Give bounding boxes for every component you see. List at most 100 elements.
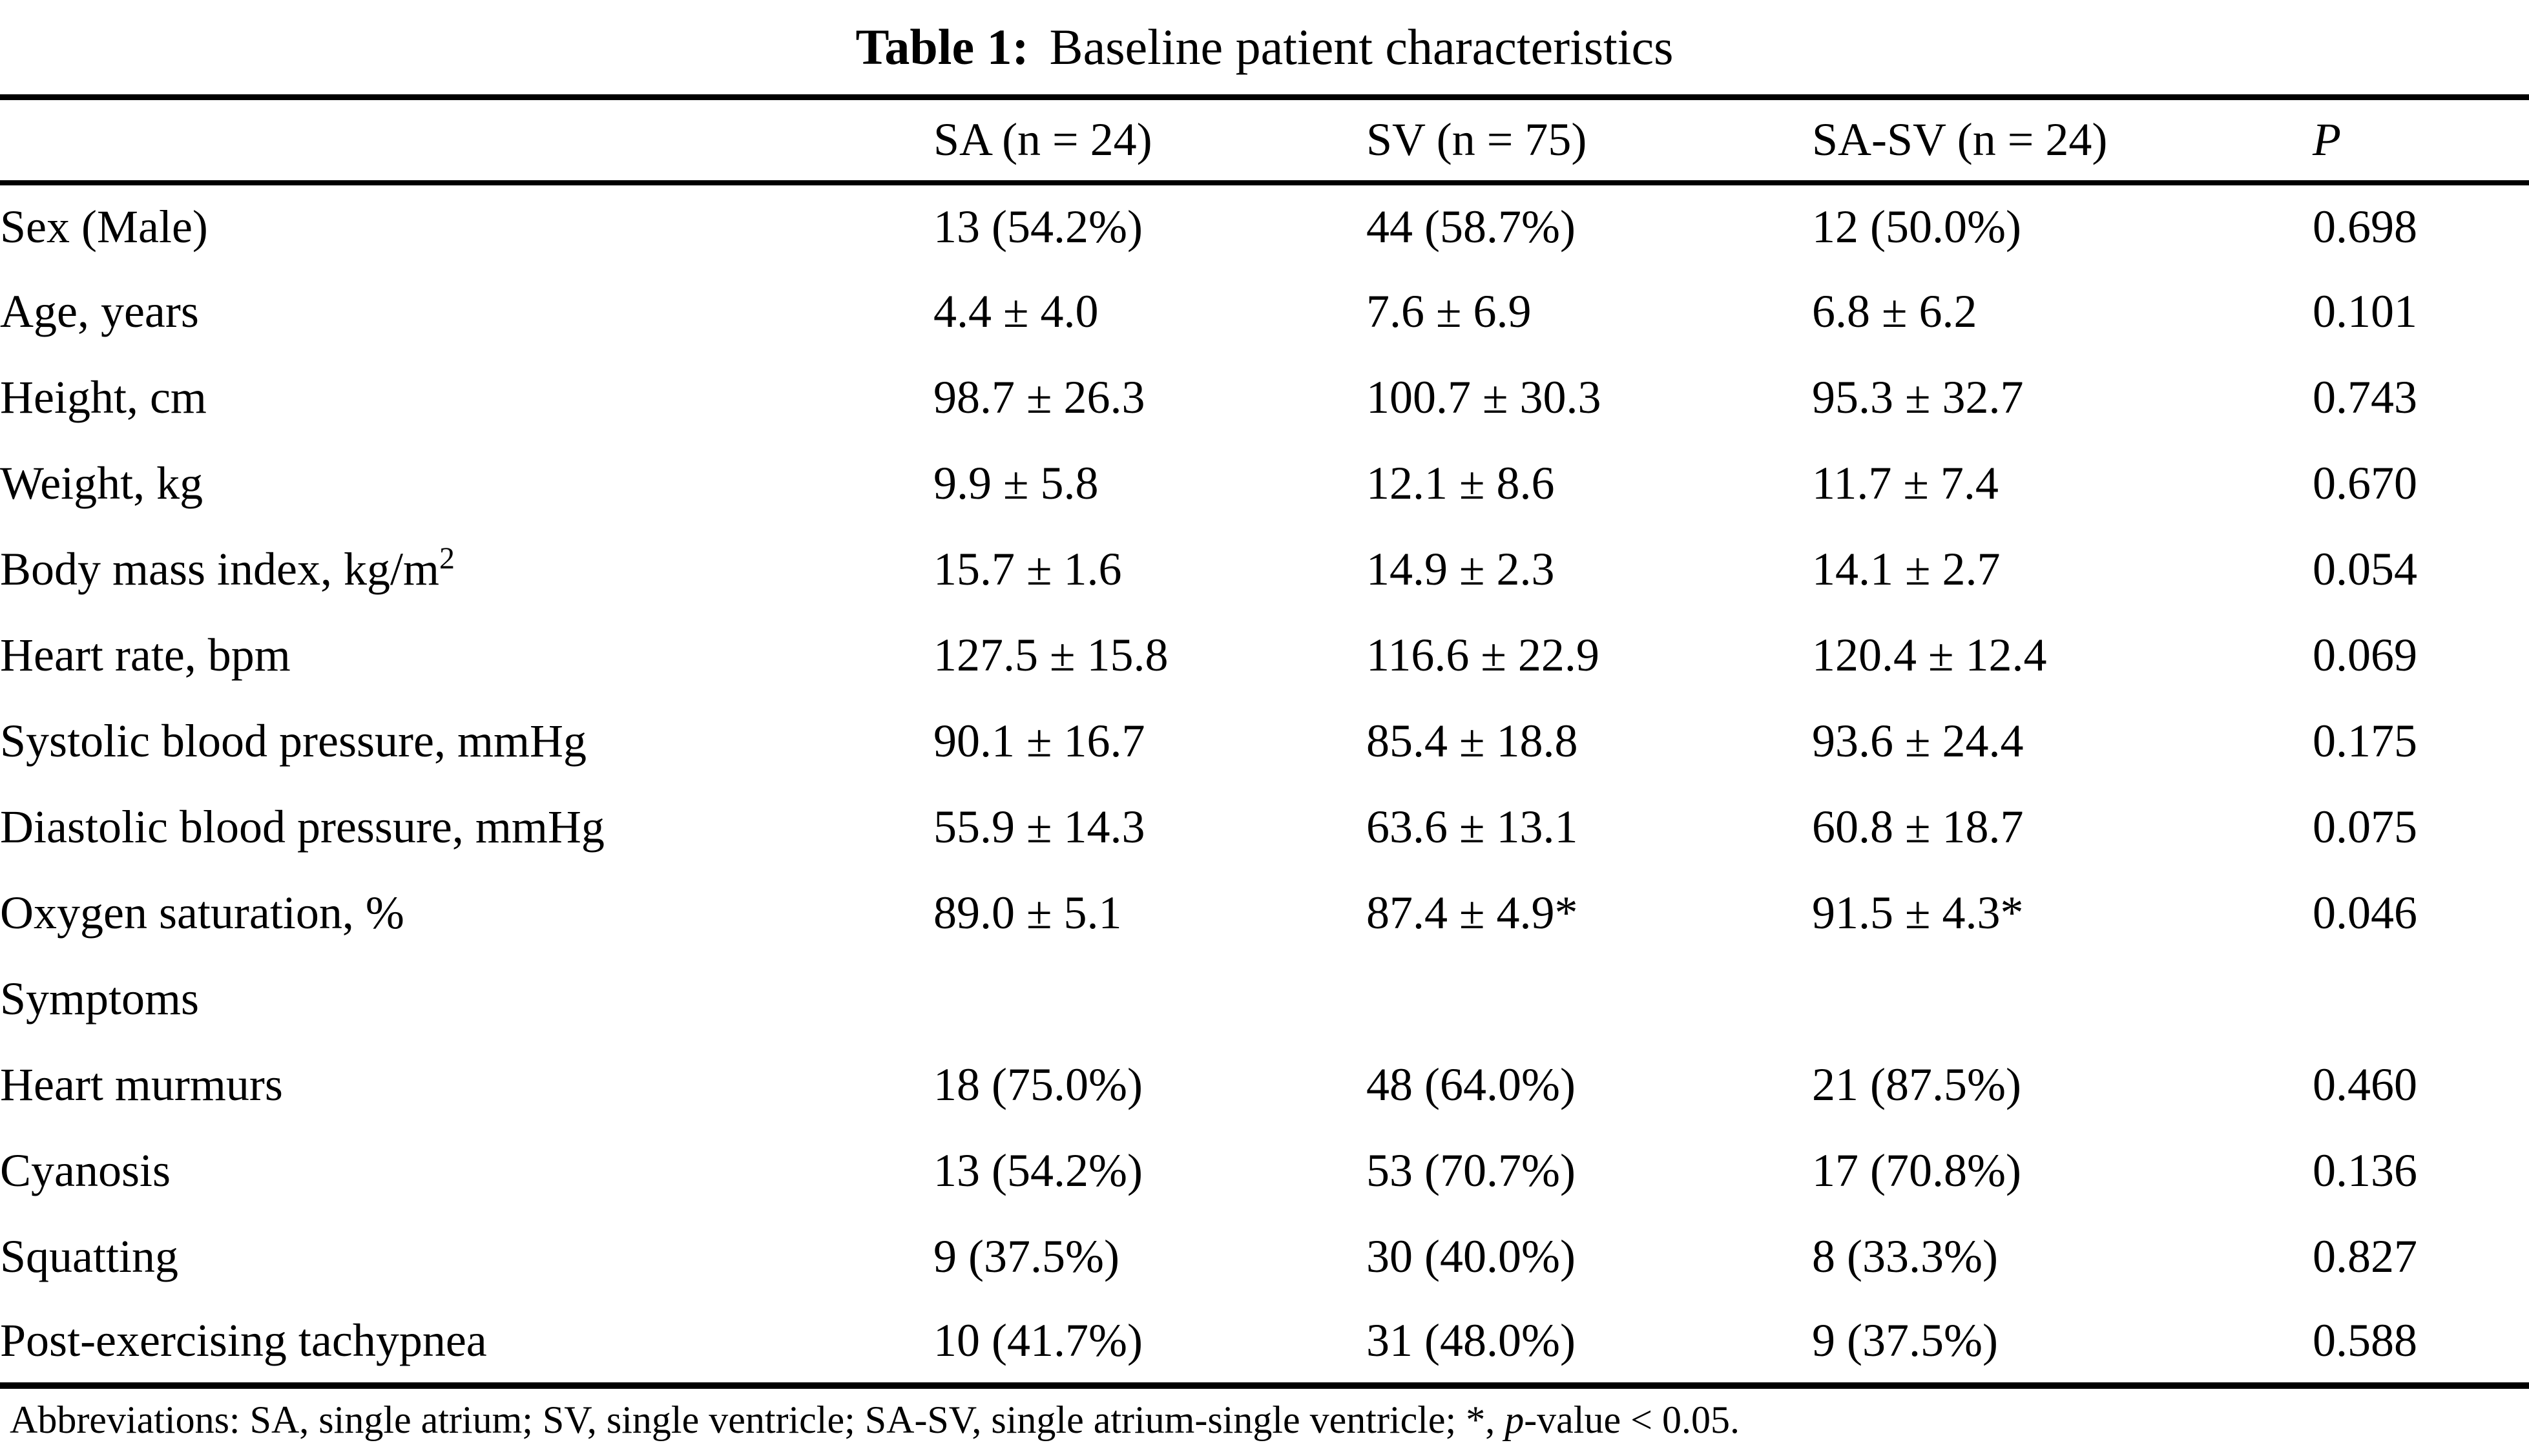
cell-value: 13 (54.2%) [933, 200, 1143, 253]
table-row: Diastolic blood pressure, mmHg 55.9 ± 14.… [0, 784, 2529, 870]
table-footnote: Abbreviations: SA, single atrium; SV, si… [0, 1398, 2529, 1442]
table-row: Body mass index, kg/m2 15.7 ± 1.6 14.9 ± 2… [0, 526, 2529, 612]
table-row: Weight, kg 9.9 ± 5.8 12.1 ± 8.6 11.7 ± 7.4 0… [0, 441, 2529, 526]
cell-value: 15.7 ± 1.6 [933, 543, 1122, 595]
cell-value: 48 (64.0%) [1366, 1058, 1576, 1110]
row-label: Heart rate, bpm [0, 629, 291, 681]
cell-value: 93.6 ± 24.4 [1812, 714, 2024, 767]
row-label: Body mass index, kg/m2 [0, 541, 455, 595]
cell-value: 0.827 [2313, 1230, 2417, 1282]
cell-value: 100.7 ± 30.3 [1366, 371, 1601, 423]
table-row: Sex (Male) 13 (54.2%) 44 (58.7%) 12 (50.0%)… [0, 183, 2529, 269]
cell-value: 12.1 ± 8.6 [1366, 457, 1555, 509]
cell-value: 0.054 [2313, 543, 2417, 595]
baseline-characteristics-table: SA (n = 24) SV (n = 75) SA-SV (n = 24) P Se… [0, 94, 2529, 1389]
cell-value: 8 (33.3%) [1812, 1230, 1998, 1282]
table-row: Height, cm 98.7 ± 26.3 100.7 ± 30.3 95.3 ± … [0, 355, 2529, 441]
cell-value: 11.7 ± 7.4 [1812, 457, 1999, 509]
section-row: Symptoms [0, 956, 2529, 1042]
table-row: Post-exercising tachypnea 10 (41.7%) 31 (4… [0, 1300, 2529, 1386]
cell-value: 0.743 [2313, 371, 2417, 423]
column-header-3: SA-SV (n = 24) [1812, 97, 2313, 185]
cell-value: 10 (41.7%) [933, 1315, 1143, 1366]
footnote-p-italic: p [1504, 1398, 1525, 1441]
cell-value: 90.1 ± 16.7 [933, 714, 1145, 767]
cell-value: 87.4 ± 4.9* [1366, 886, 1578, 939]
row-label: Post-exercising tachypnea [0, 1315, 487, 1366]
row-label: Symptoms [0, 972, 200, 1024]
cell-value: 30 (40.0%) [1366, 1230, 1576, 1282]
row-label: Squatting [0, 1230, 179, 1282]
row-label: Diastolic blood pressure, mmHg [0, 800, 605, 853]
row-label: Height, cm [0, 371, 207, 423]
row-label: Cyanosis [0, 1144, 171, 1196]
footnote-prefix: Abbreviations: SA, single atrium; SV, si… [10, 1398, 1505, 1441]
cell-value: 6.8 ± 6.2 [1812, 285, 1977, 337]
row-label: Systolic blood pressure, mmHg [0, 714, 587, 767]
table-body: Sex (Male) 13 (54.2%) 44 (58.7%) 12 (50.0%)… [0, 183, 2529, 1386]
table-header: SA (n = 24) SV (n = 75) SA-SV (n = 24) P [0, 97, 2529, 185]
cell-value: 95.3 ± 32.7 [1812, 371, 2024, 423]
cell-value: 89.0 ± 5.1 [933, 886, 1122, 939]
cell-value: 4.4 ± 4.0 [933, 285, 1099, 337]
row-label: Heart murmurs [0, 1058, 283, 1110]
cell-value: 0.069 [2313, 629, 2417, 681]
cell-value: 9 (37.5%) [933, 1230, 1119, 1282]
cell-value: 0.698 [2313, 200, 2417, 253]
row-label: Sex (Male) [0, 200, 208, 253]
cell-value: 14.1 ± 2.7 [1812, 543, 2001, 595]
column-header-2: SV (n = 75) [1366, 97, 1812, 185]
table-row: Age, years 4.4 ± 4.0 7.6 ± 6.9 6.8 ± 6.2 0.1… [0, 269, 2529, 355]
table-row: Squatting 9 (37.5%) 30 (40.0%) 8 (33.3%) 0.8… [0, 1214, 2529, 1300]
row-label: Oxygen saturation, % [0, 886, 404, 939]
cell-value [2313, 956, 2529, 1042]
cell-value: 0.588 [2313, 1315, 2417, 1366]
table-title-number: Table 1: [855, 19, 1029, 75]
cell-value: 91.5 ± 4.3* [1812, 886, 2024, 939]
table-title: Table 1: Baseline patient characteristic… [0, 0, 2529, 94]
cell-value: 0.075 [2313, 800, 2417, 853]
table-row: Oxygen saturation, % 89.0 ± 5.1 87.4 ± 4.9… [0, 870, 2529, 956]
cell-value [1812, 956, 2313, 1042]
cell-value: 0.460 [2313, 1058, 2417, 1110]
cell-value: 17 (70.8%) [1812, 1144, 2021, 1196]
cell-value: 0.670 [2313, 457, 2417, 509]
cell-value: 14.9 ± 2.3 [1366, 543, 1555, 595]
cell-value [1366, 956, 1812, 1042]
table-row: Heart murmurs 18 (75.0%) 48 (64.0%) 21 (87.… [0, 1042, 2529, 1128]
cell-value [933, 956, 1366, 1042]
cell-value: 120.4 ± 12.4 [1812, 629, 2047, 681]
cell-value: 18 (75.0%) [933, 1058, 1143, 1110]
cell-value: 63.6 ± 13.1 [1366, 800, 1578, 853]
cell-value: 9 (37.5%) [1812, 1315, 1998, 1366]
table-title-text: Baseline patient characteristics [1049, 19, 1674, 75]
cell-value: 7.6 ± 6.9 [1366, 285, 1532, 337]
footnote-suffix: -value < 0.05. [1524, 1398, 1740, 1441]
cell-value: 53 (70.7%) [1366, 1144, 1576, 1196]
cell-value: 0.046 [2313, 886, 2417, 939]
cell-value: 0.175 [2313, 714, 2417, 767]
column-header-1: SA (n = 24) [933, 97, 1366, 185]
table-row: Heart rate, bpm 127.5 ± 15.8 116.6 ± 22.9 1… [0, 612, 2529, 698]
cell-value: 0.136 [2313, 1144, 2417, 1196]
cell-value: 44 (58.7%) [1366, 200, 1576, 253]
table-row: Cyanosis 13 (54.2%) 53 (70.7%) 17 (70.8%) 0.… [0, 1128, 2529, 1214]
cell-value: 12 (50.0%) [1812, 200, 2021, 253]
cell-value: 127.5 ± 15.8 [933, 629, 1169, 681]
cell-value: 0.101 [2313, 285, 2417, 337]
cell-value: 60.8 ± 18.7 [1812, 800, 2024, 853]
cell-value: 9.9 ± 5.8 [933, 457, 1099, 509]
row-label: Age, years [0, 285, 199, 337]
cell-value: 98.7 ± 26.3 [933, 371, 1145, 423]
superscript: 2 [439, 541, 455, 576]
column-header-0 [0, 97, 933, 185]
cell-value: 116.6 ± 22.9 [1366, 629, 1599, 681]
cell-value: 21 (87.5%) [1812, 1058, 2021, 1110]
row-label: Weight, kg [0, 457, 203, 509]
cell-value: 13 (54.2%) [933, 1144, 1143, 1196]
cell-value: 31 (48.0%) [1366, 1315, 1576, 1366]
column-header-4: P [2313, 97, 2529, 185]
header-row: SA (n = 24) SV (n = 75) SA-SV (n = 24) P [0, 97, 2529, 185]
cell-value: 85.4 ± 18.8 [1366, 714, 1578, 767]
